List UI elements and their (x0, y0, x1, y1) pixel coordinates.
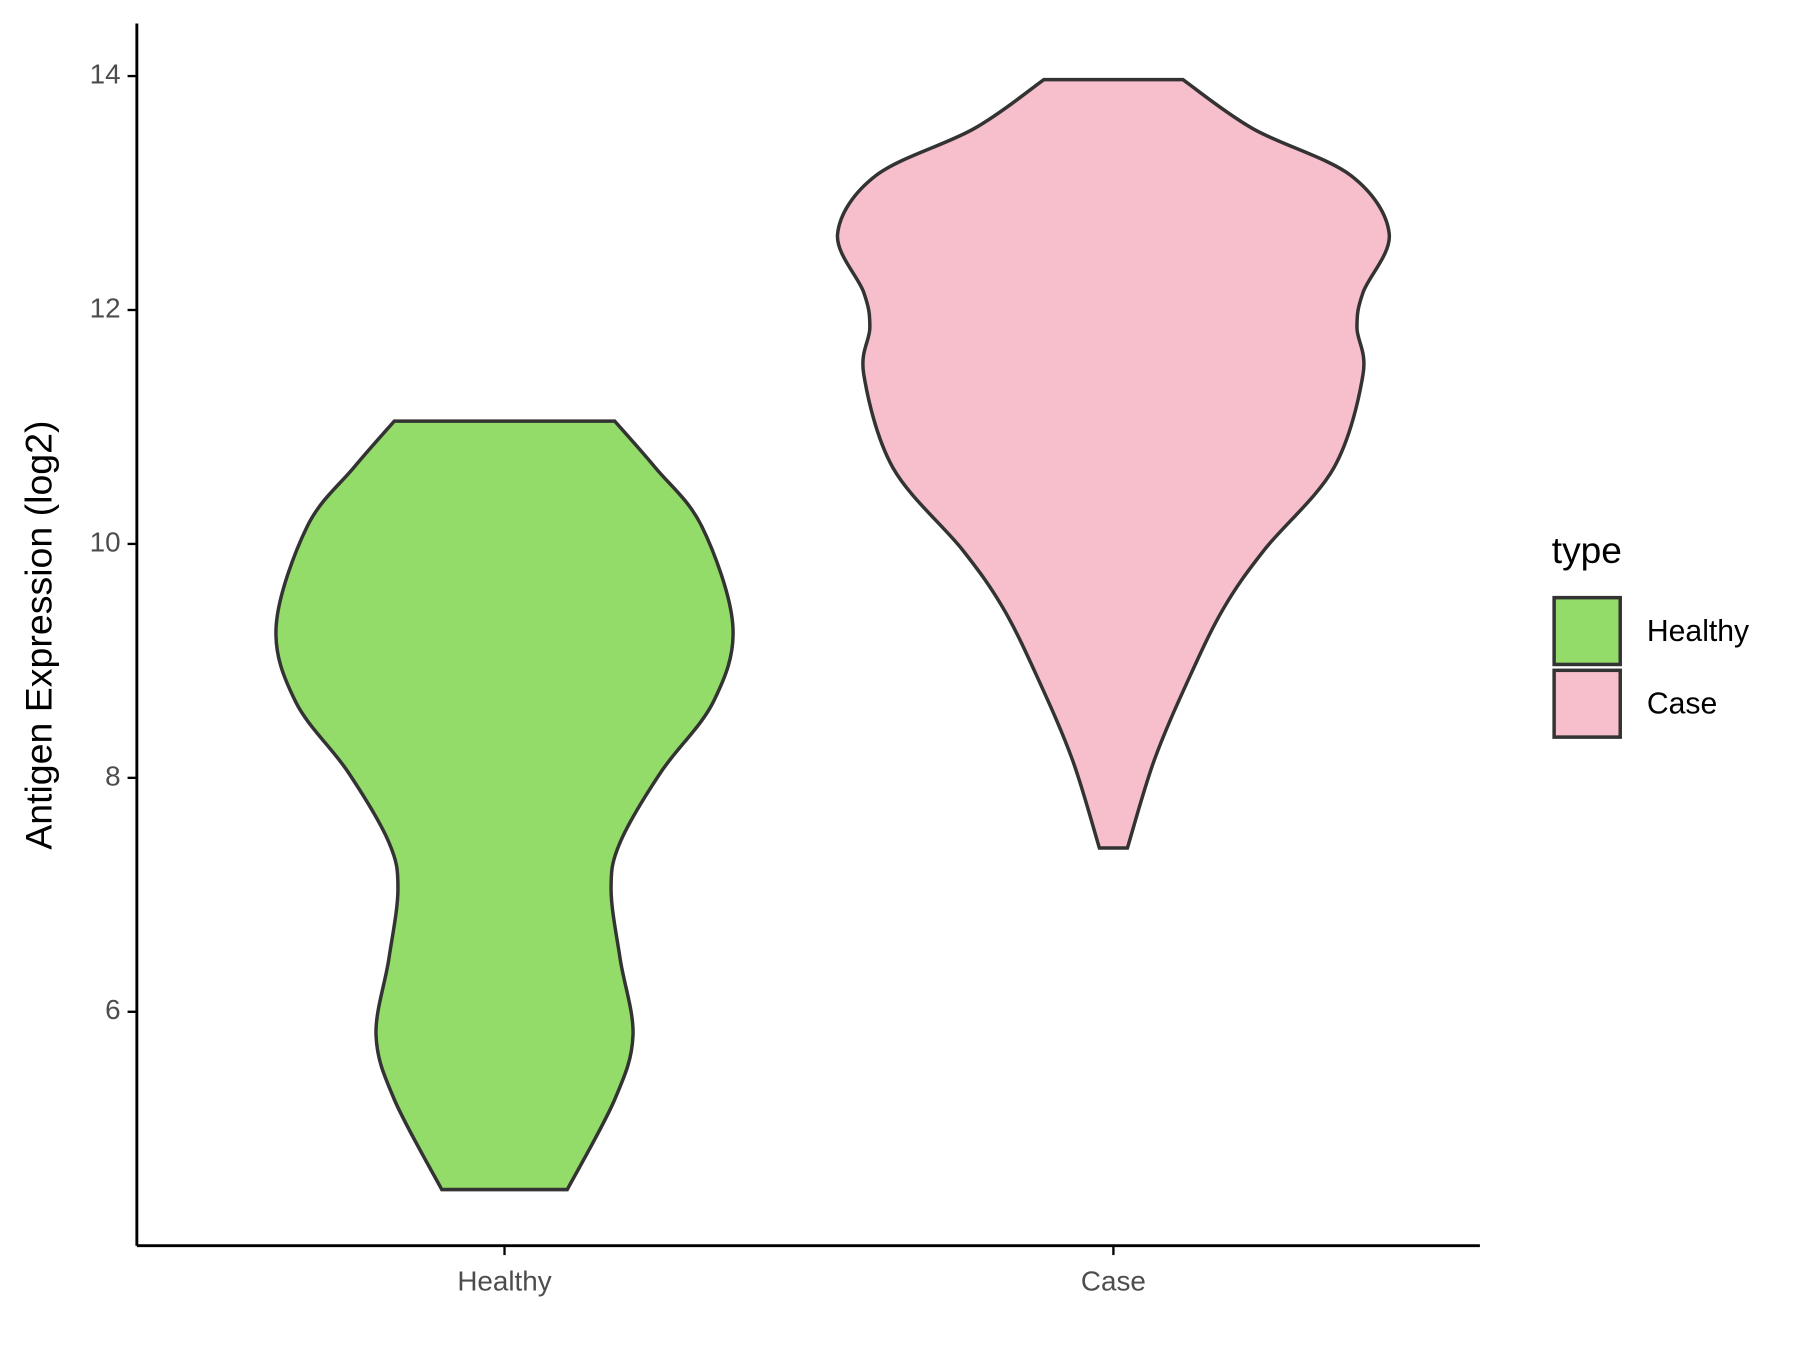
y-axis-title: Antigen Expression (log2) (18, 421, 60, 850)
violin (835, 77, 1391, 850)
violin (274, 419, 735, 1192)
y-tick-label: 6 (105, 994, 120, 1025)
legend-swatch (1552, 668, 1622, 739)
x-tick-label: Case (1081, 1266, 1146, 1297)
legend-title: type (1552, 529, 1622, 571)
legend-label: Case (1647, 687, 1717, 720)
x-tick-label: Healthy (457, 1266, 551, 1297)
y-tick-label: 10 (90, 526, 121, 557)
legend-swatch (1552, 595, 1622, 667)
legend-label: Healthy (1647, 615, 1750, 648)
y-tick-label: 8 (105, 760, 120, 791)
y-tick-label: 12 (90, 292, 121, 323)
y-tick-label: 14 (90, 58, 121, 89)
